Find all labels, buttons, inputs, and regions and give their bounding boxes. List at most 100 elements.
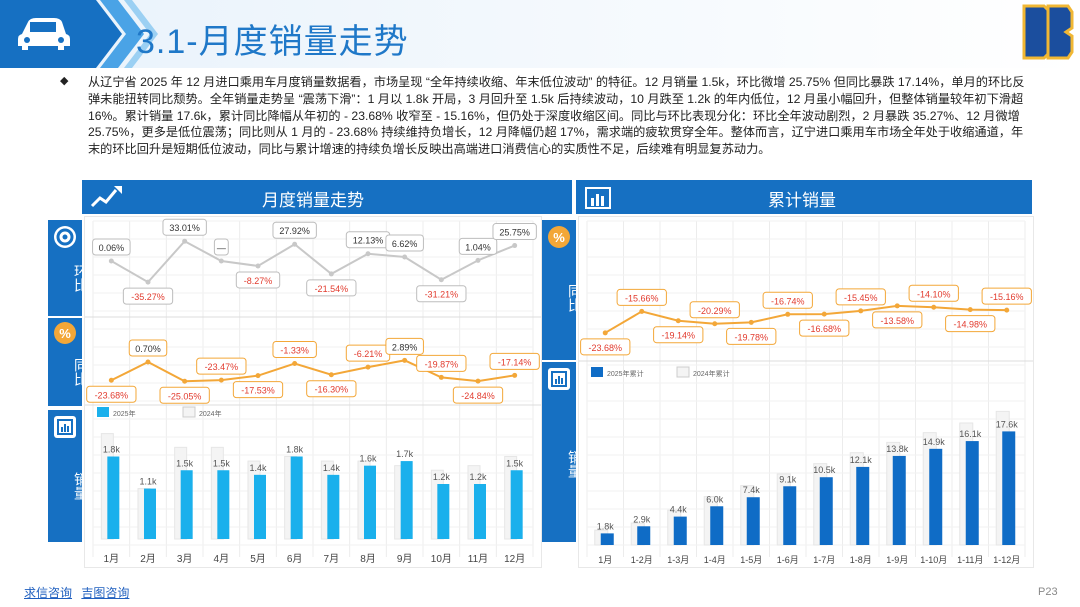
footer-link-1[interactable]: 求信咨询 (24, 586, 73, 600)
right-panel-header: 累计销量 (576, 180, 1032, 214)
side-label-yoy: % 同比 (48, 318, 89, 406)
monthly_sales-category-label: 4月 (214, 553, 230, 565)
cum_yoy-point (1004, 307, 1010, 313)
monthly_yoy-label-box (232, 381, 284, 399)
monthly_sales-category-label: 6月 (287, 553, 303, 565)
cum_sales-bar-2025 (637, 526, 651, 545)
monthly_sales-bar-2025 (180, 470, 193, 539)
monthly_yoy-point (328, 372, 334, 378)
header-background (0, 0, 1080, 68)
cum_yoy-label: -20.29% (698, 306, 732, 316)
percent-icon: % (548, 226, 570, 248)
cum_yoy-label-box (762, 291, 813, 309)
monthly_sales-category-label: 12月 (504, 553, 525, 565)
monthly_yoy-point (108, 377, 114, 383)
cum_yoy-point (639, 308, 645, 314)
monthly_sales-legend-2024: 2024年 (199, 409, 222, 418)
monthly_mom-label-box (235, 271, 281, 289)
monthly_mom-label: 0.06% (99, 243, 125, 253)
cum_yoy-label: -16.68% (807, 324, 841, 334)
monthly_sales-bar-2025 (400, 461, 413, 539)
monthly_mom-point (475, 257, 481, 263)
monthly_sales-bar-2025 (217, 470, 230, 539)
monthly_sales-value-label: 1.2k (433, 472, 451, 482)
cum_yoy-point (967, 307, 973, 313)
monthly_sales-category-label: 9月 (397, 553, 413, 565)
brand-logo (1022, 4, 1074, 60)
monthly_yoy-label: 0.70% (135, 344, 161, 354)
monthly_yoy-point (182, 378, 188, 384)
monthly_sales-value-label: 1.7k (396, 449, 414, 459)
left-chart-area: 0.06% -35.27% 33.01% — -8.27% 27.92% -21.54% 12… (84, 216, 542, 568)
cum_yoy-point (602, 330, 608, 336)
monthly_yoy-point (255, 373, 261, 379)
cum_sales-legend-swatch-2024 (676, 366, 690, 378)
monthly_mom-label-box (458, 237, 498, 255)
monthly_mom-label: — (217, 243, 226, 253)
cum_yoy-label-box (872, 311, 923, 329)
monthly_yoy-label-box (272, 340, 317, 358)
monthly_mom-label-box (162, 218, 207, 236)
monthly_sales-category-label: 2月 (140, 553, 156, 565)
monthly_mom-point (402, 254, 408, 260)
monthly_mom-point (328, 271, 334, 277)
monthly_sales-bar-2025 (437, 484, 450, 539)
monthly_sales-legend-2025: 2025年 (113, 409, 136, 418)
monthly_mom-label: 27.92% (279, 226, 310, 236)
cum_sales-category-label: 1-2月 (631, 555, 653, 565)
cum_sales-bar-2025 (856, 466, 870, 545)
cum_sales-bar-2025 (710, 506, 724, 545)
monthly_sales-bar-2025 (510, 470, 523, 539)
footer-link-2[interactable]: 吉图咨询 (81, 586, 130, 600)
cum_sales-bar-2025 (1002, 431, 1016, 545)
monthly_yoy-label-box (416, 354, 467, 372)
monthly_mom-point (512, 243, 518, 249)
cum_sales-category-label: 1月 (598, 555, 612, 565)
cum_sales-legend-2024: 2024年累计 (693, 369, 730, 378)
monthly_sales-category-label: 10月 (431, 553, 452, 565)
side-label-cum-sales: 销量 (542, 362, 583, 542)
monthly_sales-value-label: 1.6k (359, 454, 377, 464)
summary-paragraph: 从辽宁省 2025 年 12 月进口乘用车月度销量数据看，市场呈现 “全年持续收… (88, 75, 1025, 157)
monthly_mom-label-box (213, 238, 229, 256)
footer-links: 求信咨询 吉图咨询 (24, 584, 135, 601)
monthly_sales-bar-2025 (290, 456, 303, 539)
monthly_mom-point (145, 279, 151, 285)
cum_sales-bar-2025 (892, 455, 906, 545)
monthly_yoy-point (292, 360, 298, 366)
car-icon (18, 18, 70, 50)
cum_sales-value-label: 2.9k (633, 514, 651, 524)
cum_yoy-point (748, 319, 754, 325)
monthly_yoy-point (218, 377, 224, 383)
monthly_sales-value-label: 1.4k (249, 463, 267, 473)
monthly_sales-value-label: 1.5k (213, 458, 231, 468)
monthly_sales-value-label: 1.5k (506, 458, 524, 468)
monthly_sales-bar-2025 (254, 474, 266, 539)
right-panel-title: 累计销量 (768, 191, 836, 210)
monthly_yoy-label-box (159, 386, 210, 404)
cum_sales-bar-2025 (673, 516, 687, 545)
cum_yoy-label: -16.74% (771, 296, 805, 306)
monthly_mom-label: 6.62% (392, 239, 418, 249)
cum_yoy-label-box (981, 287, 1032, 305)
monthly_yoy-label: -23.68% (95, 390, 129, 400)
monthly_sales-category-label: 11月 (468, 553, 488, 565)
monthly_mom-label-box (385, 234, 424, 252)
cum_yoy-label: -15.45% (844, 293, 878, 303)
trend-chart-icon (90, 186, 122, 208)
target-icon (54, 226, 76, 248)
monthly_yoy-label: -19.87% (425, 359, 459, 369)
cum_yoy-label: -15.16% (990, 292, 1024, 302)
cum_sales-value-label: 16.1k (959, 429, 982, 439)
monthly_yoy-label: -16.30% (315, 385, 349, 395)
cum_sales-category-label: 1-7月 (813, 555, 835, 565)
monthly_mom-label-box (122, 287, 174, 305)
monthly_yoy-point (438, 374, 444, 380)
monthly_yoy-label-box (306, 380, 357, 398)
cum_sales-value-label: 17.6k (996, 419, 1019, 429)
cum_yoy-point (858, 308, 864, 314)
cum_yoy-label-box (616, 288, 667, 306)
monthly_sales-value-label: 1.8k (103, 445, 121, 455)
cum_yoy-label-box (799, 319, 850, 337)
side-label-sales: 销量 (48, 410, 89, 542)
